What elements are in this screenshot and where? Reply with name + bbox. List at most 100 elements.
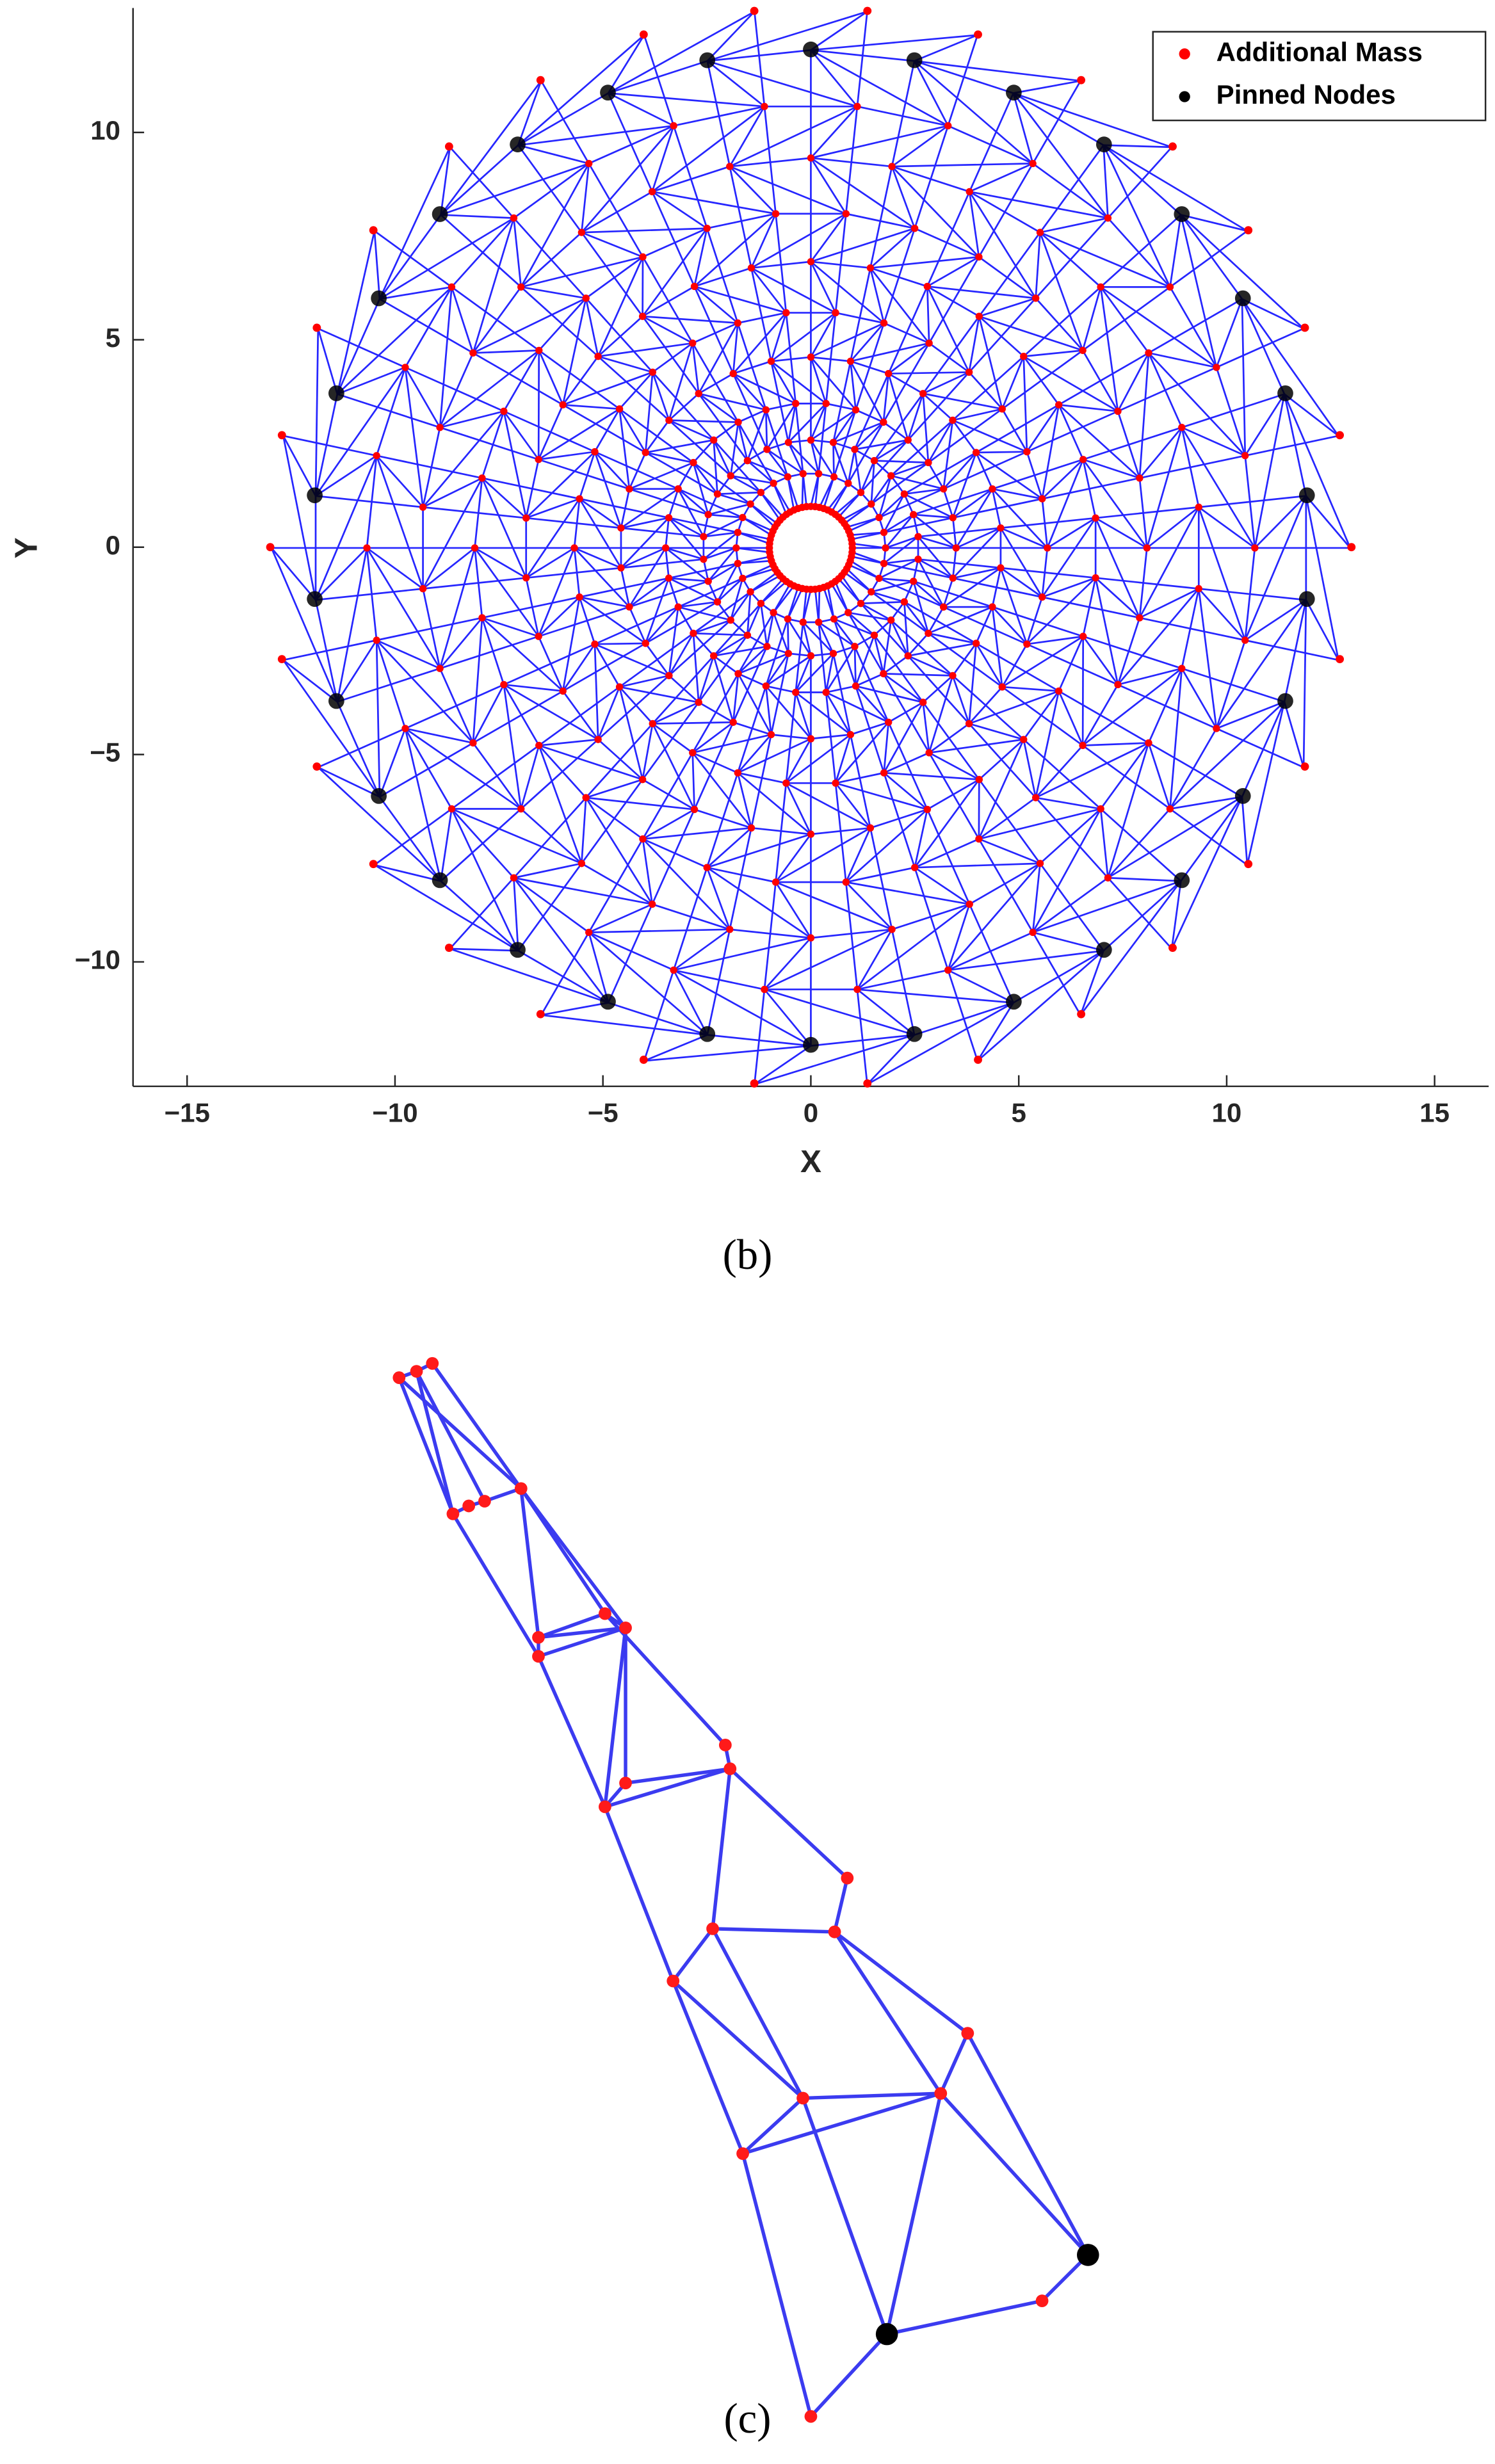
mesh-edge: [668, 577, 718, 603]
mesh-edge: [850, 342, 930, 362]
mesh-edge: [1023, 355, 1119, 412]
mesh-edge: [618, 408, 647, 453]
mesh-node: [578, 229, 586, 236]
truss-edge: [711, 1768, 732, 1929]
mesh-edge: [750, 213, 777, 269]
point: [1077, 76, 1086, 85]
mesh-edge: [629, 580, 709, 608]
mesh-edge: [846, 213, 915, 230]
mesh-node: [704, 511, 712, 519]
mesh-edge: [503, 684, 599, 741]
mesh-node: [866, 824, 875, 832]
mesh-edge: [404, 728, 453, 810]
mesh-node: [674, 603, 682, 611]
mesh-node: [832, 779, 839, 787]
mesh-node: [401, 725, 409, 732]
mesh-edge: [737, 734, 772, 774]
mesh-node: [591, 448, 599, 456]
mesh-edge: [379, 742, 474, 798]
mesh-node: [578, 860, 586, 867]
truss-node: [514, 1482, 528, 1495]
mesh-edge: [878, 577, 914, 583]
mesh-edge: [668, 517, 704, 538]
mesh-edge: [747, 460, 775, 484]
mesh-edge: [517, 949, 609, 1004]
mesh-node: [732, 544, 740, 552]
mesh-node: [510, 214, 518, 222]
mesh-node: [739, 574, 747, 583]
mesh-node: [582, 794, 590, 801]
mesh-edge: [1081, 286, 1102, 351]
mesh-edge: [618, 686, 643, 780]
mesh-edge: [1047, 517, 1096, 549]
mesh-edge: [665, 547, 709, 583]
mesh-node: [852, 406, 860, 414]
mesh-edge: [750, 267, 836, 314]
point: [1077, 1010, 1086, 1019]
mesh-edge: [853, 373, 889, 450]
mesh-node: [910, 864, 919, 871]
mesh-node: [1213, 364, 1220, 371]
mesh-edge: [951, 643, 977, 677]
mesh-edge: [336, 640, 378, 702]
mesh-edge: [978, 232, 1041, 317]
mesh-edge: [871, 591, 929, 634]
mesh-edge: [729, 166, 752, 268]
mesh-edge: [903, 601, 930, 634]
mesh-node: [904, 652, 912, 660]
mesh-edge: [786, 782, 871, 829]
mesh-edge: [1169, 701, 1285, 810]
point: [1174, 206, 1190, 222]
mesh-edge: [713, 421, 739, 441]
mesh-node: [695, 698, 702, 706]
mesh-edge: [1169, 728, 1218, 810]
mesh-edge: [1241, 299, 1247, 456]
mesh-edge: [948, 931, 1033, 971]
mesh-edge: [1181, 214, 1248, 232]
mesh-edge: [978, 297, 1037, 318]
truss-node: [841, 1871, 854, 1885]
mesh-edge: [366, 547, 424, 590]
mesh-edge: [1026, 410, 1119, 453]
mesh-edge: [538, 745, 643, 780]
mesh-edge: [751, 261, 811, 269]
mesh-edge: [673, 969, 812, 1047]
mesh-edge: [691, 342, 739, 423]
mesh-edge: [968, 191, 980, 257]
mesh-edge: [732, 373, 768, 450]
mesh-node: [419, 584, 427, 593]
mesh-edge: [991, 567, 1002, 608]
mesh-node: [919, 698, 927, 706]
mesh-edge: [562, 371, 653, 406]
mesh-edge: [814, 589, 820, 623]
truss-node: [426, 1357, 439, 1370]
mesh-edge: [538, 596, 581, 638]
mesh-edge: [825, 691, 889, 723]
point: [1095, 136, 1112, 152]
truss-edge: [484, 1486, 522, 1503]
mesh-edge: [1103, 144, 1248, 232]
mesh-edge: [481, 411, 505, 479]
mesh-node: [1097, 805, 1104, 813]
mesh-edge: [750, 267, 787, 314]
mesh-edge: [926, 809, 971, 905]
mesh-node: [594, 736, 602, 743]
mesh-node: [1178, 664, 1186, 672]
point: [312, 323, 321, 332]
mesh-edge: [513, 218, 522, 287]
mesh-edge: [928, 752, 980, 840]
mesh-edge: [834, 782, 871, 829]
mesh-edge: [884, 517, 953, 534]
mesh-edge: [882, 342, 930, 423]
mesh-node: [1031, 794, 1040, 801]
mesh-edge: [677, 577, 743, 608]
mesh-edge: [747, 592, 752, 636]
mesh-edge: [951, 517, 957, 549]
mesh-edge: [620, 558, 704, 569]
mesh-edge: [914, 867, 950, 970]
mesh-edge: [517, 80, 542, 146]
mesh-edge: [763, 106, 777, 214]
point: [699, 1026, 716, 1042]
mesh-node: [925, 749, 933, 757]
mesh-edge: [642, 809, 695, 840]
